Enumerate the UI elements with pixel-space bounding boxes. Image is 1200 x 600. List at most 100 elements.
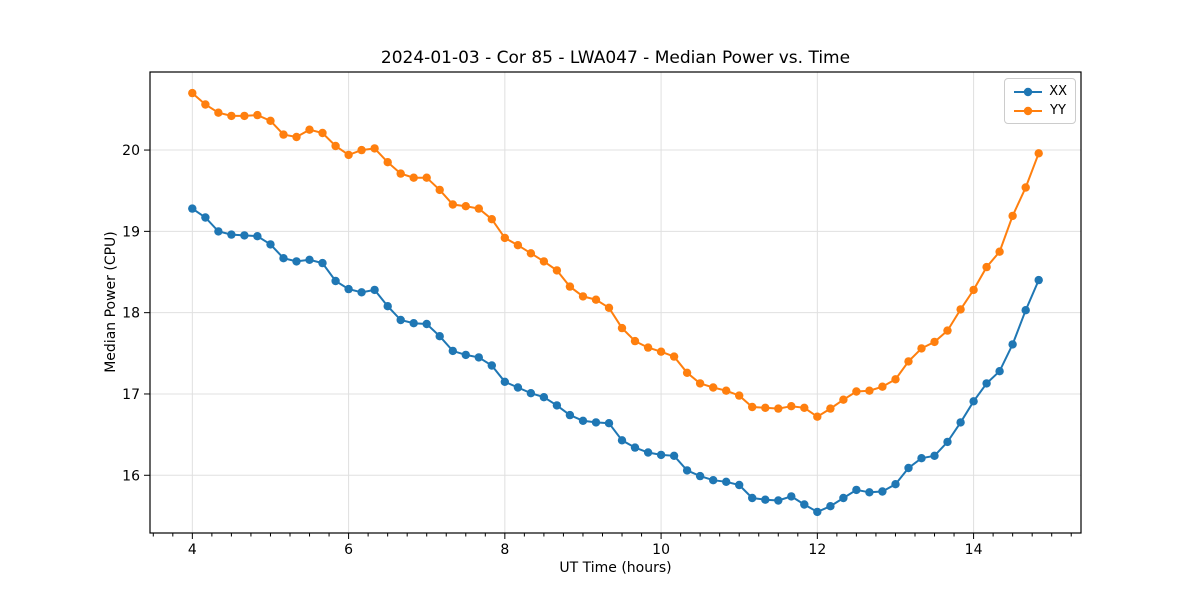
series-xx-marker: [396, 315, 405, 325]
series-yy-marker: [1021, 183, 1030, 192]
svg-text:12: 12: [808, 542, 826, 558]
series-xx-marker: [201, 213, 210, 222]
series-xx-marker: [695, 471, 705, 481]
series-xx-marker: [357, 288, 366, 297]
series-yy-marker: [643, 343, 653, 352]
series-xx-marker: [839, 493, 848, 503]
series-yy-marker: [552, 266, 562, 275]
series-yy-marker: [682, 368, 692, 377]
series-xx-marker: [188, 204, 197, 213]
series-yy-marker: [813, 412, 822, 421]
series-yy-marker: [617, 323, 627, 333]
series-yy-marker: [578, 292, 588, 301]
series-yy-marker: [396, 169, 405, 178]
series-xx-marker: [904, 463, 913, 473]
series-yy-marker: [526, 249, 536, 258]
series-xx-marker: [630, 443, 640, 452]
series-xx-marker: [852, 485, 861, 495]
series-yy-marker: [565, 282, 575, 291]
series-yy-marker: [774, 404, 783, 413]
series-xx-marker: [956, 418, 965, 427]
series-yy-marker: [1034, 149, 1043, 158]
legend-line-marker-icon: [1014, 87, 1042, 96]
series-xx-marker: [318, 258, 327, 268]
series-xx-marker: [891, 480, 900, 489]
series-xx-marker: [591, 418, 601, 427]
series-xx-marker: [995, 367, 1004, 376]
series-yy-marker: [422, 173, 431, 182]
series-xx-marker: [487, 361, 496, 370]
series-yy-marker: [930, 337, 939, 347]
series-yy-marker: [292, 132, 301, 142]
series-xx-marker: [279, 254, 288, 263]
series-yy-marker: [995, 247, 1004, 256]
series-yy-marker: [735, 391, 744, 400]
y-axis-label: Median Power (CPU): [103, 231, 119, 373]
series-yy-marker: [383, 158, 392, 167]
series-xx-marker: [422, 319, 431, 329]
series-xx-marker: [227, 230, 236, 239]
series-yy-marker: [240, 111, 249, 121]
legend: XX YY: [1004, 78, 1076, 124]
svg-text:17: 17: [122, 387, 140, 403]
series-yy-marker: [461, 202, 470, 211]
series-xx-marker: [656, 450, 666, 460]
series-xx-marker: [878, 487, 887, 496]
series-yy-marker: [305, 125, 314, 134]
series-xx-marker: [722, 477, 731, 486]
series-xx-marker: [552, 401, 562, 410]
svg-text:4: 4: [188, 542, 197, 558]
series-yy-marker: [201, 100, 210, 109]
legend-label-yy: YY: [1050, 103, 1066, 118]
series-yy-marker: [722, 386, 731, 395]
series-xx-marker: [643, 448, 653, 457]
series-xx-marker: [1021, 306, 1030, 315]
series-xx-marker: [800, 500, 809, 509]
series-yy-marker: [709, 383, 718, 392]
series-yy-marker: [331, 141, 340, 151]
series-yy-marker: [969, 285, 978, 295]
series-xx-marker: [565, 410, 575, 420]
series-xx-marker: [461, 350, 470, 360]
series-yy-marker: [878, 382, 887, 391]
series-yy-marker: [474, 204, 483, 213]
series-xx-marker: [500, 377, 509, 386]
legend-label-xx: XX: [1049, 84, 1067, 99]
series-xx-marker: [214, 227, 223, 236]
series-yy-marker: [695, 379, 705, 388]
series-yy-marker: [826, 404, 835, 413]
svg-text:18: 18: [122, 306, 140, 322]
series-yy-marker: [865, 386, 874, 395]
series-xx-marker: [539, 393, 549, 402]
series-yy-marker: [748, 402, 757, 412]
x-axis-label: UT Time (hours): [559, 560, 672, 576]
series-xx-marker: [240, 231, 249, 240]
series-xx-marker: [917, 454, 926, 463]
svg-text:20: 20: [122, 143, 140, 159]
series-yy-marker: [318, 128, 327, 138]
series-xx-marker: [761, 495, 770, 504]
series-yy-marker: [500, 233, 509, 243]
series-yy-marker: [591, 295, 601, 304]
series-xx-marker: [982, 379, 991, 388]
svg-text:10: 10: [652, 542, 670, 558]
series-xx-marker: [435, 332, 444, 341]
series-xx-marker: [370, 285, 379, 295]
series-yy-marker: [227, 111, 236, 121]
series-yy-marker: [630, 336, 640, 346]
series-yy-marker: [1008, 211, 1017, 221]
legend-item-yy: YY: [1013, 103, 1067, 118]
series-yy-marker: [669, 352, 679, 361]
svg-text:19: 19: [122, 224, 140, 240]
series-xx-marker: [253, 232, 262, 241]
series-yy-marker: [982, 262, 991, 272]
series-xx-marker: [448, 346, 457, 356]
series-yy-marker: [344, 150, 353, 160]
series-yy-marker: [370, 144, 379, 153]
legend-line-marker-icon: [1014, 106, 1042, 115]
chart-title: 2024-01-03 - Cor 85 - LWA047 - Median Po…: [380, 48, 851, 68]
series-xx-marker: [344, 284, 353, 294]
series-yy-marker: [214, 108, 223, 117]
